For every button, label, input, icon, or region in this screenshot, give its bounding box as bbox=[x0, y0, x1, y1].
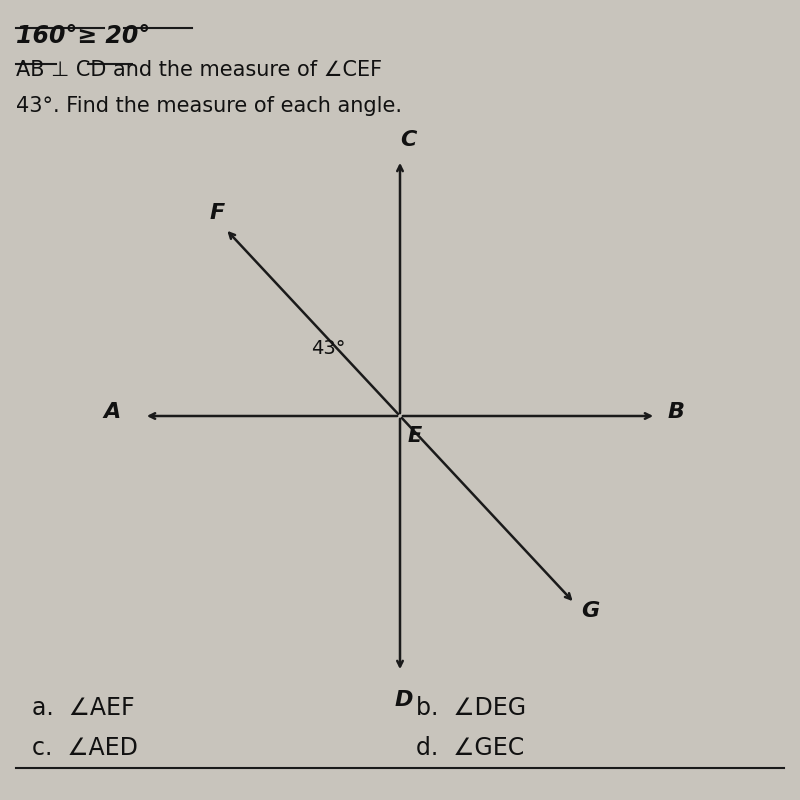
Text: G: G bbox=[582, 602, 600, 622]
Text: AB ⊥ CD and the measure of ∠CEF: AB ⊥ CD and the measure of ∠CEF bbox=[16, 60, 382, 80]
Text: A: A bbox=[103, 402, 121, 422]
Text: C: C bbox=[400, 130, 416, 150]
Text: F: F bbox=[210, 202, 225, 222]
Text: E: E bbox=[407, 426, 422, 446]
Text: B: B bbox=[667, 402, 685, 422]
Text: D: D bbox=[394, 690, 414, 710]
Text: 43°: 43° bbox=[310, 338, 346, 358]
Text: a.  ∠AEF: a. ∠AEF bbox=[32, 696, 134, 720]
Text: b.  ∠DEG: b. ∠DEG bbox=[416, 696, 526, 720]
Text: 43°. Find the measure of each angle.: 43°. Find the measure of each angle. bbox=[16, 96, 402, 116]
Text: c.  ∠AED: c. ∠AED bbox=[32, 736, 138, 760]
Text: 160°≥ 20°: 160°≥ 20° bbox=[16, 24, 150, 48]
Text: d.  ∠GEC: d. ∠GEC bbox=[416, 736, 524, 760]
